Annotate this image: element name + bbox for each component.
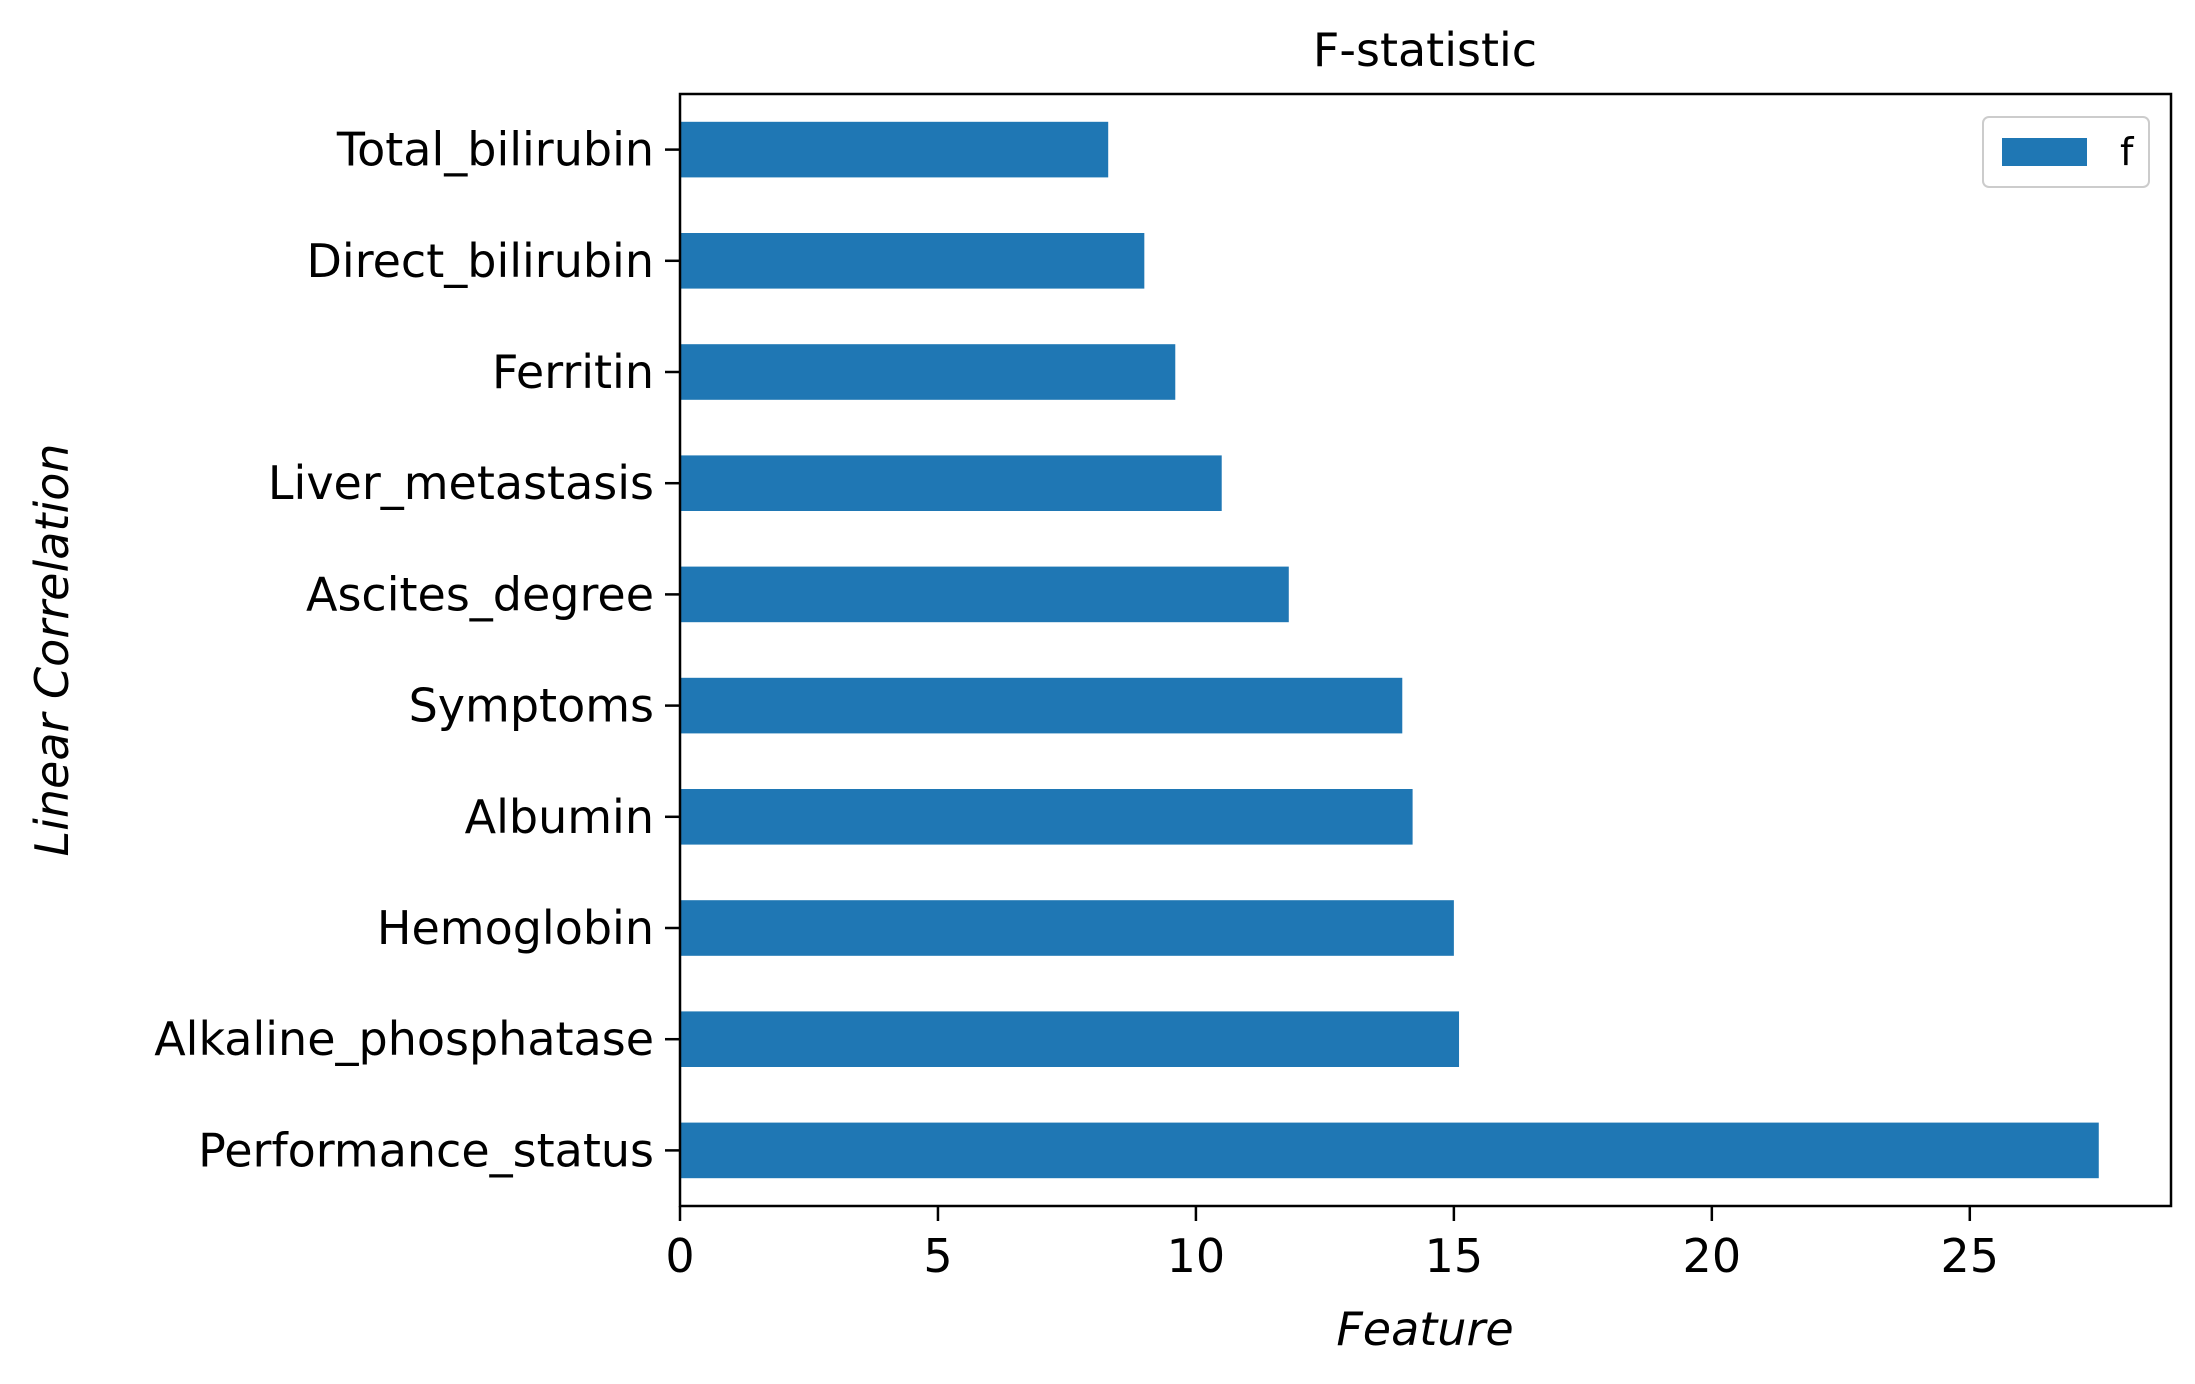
bar	[680, 1011, 1460, 1067]
y-tick-label: Hemoglobin	[377, 901, 654, 955]
bar	[680, 344, 1176, 400]
bar-group	[680, 121, 2099, 1179]
y-axis-ticks: Performance_status Alkaline_phosphatase He…	[154, 123, 680, 1177]
y-tick-label: Albumin	[465, 790, 654, 844]
x-tick-label: 10	[1167, 1229, 1226, 1283]
x-tick-label: 20	[1683, 1229, 1742, 1283]
bar	[680, 677, 1403, 734]
y-tick-label: Ferritin	[492, 345, 654, 399]
legend: f	[1982, 116, 2150, 188]
y-tick-label: Symptoms	[409, 679, 654, 733]
y-tick-label: Ascites_degree	[306, 567, 654, 621]
y-tick-label: Performance_status	[198, 1123, 654, 1177]
bar	[680, 233, 1145, 289]
x-tick-label: 25	[1941, 1229, 2000, 1283]
legend-swatch	[2002, 138, 2087, 166]
bar	[680, 1122, 2099, 1179]
chart-title: F-statistic	[1313, 23, 1537, 77]
y-axis-title: Linear Correlation	[25, 443, 79, 856]
plot-frame	[678, 92, 2173, 1208]
bar	[680, 789, 1413, 845]
legend-label: f	[2120, 130, 2135, 174]
x-axis-title: Feature	[1336, 1302, 1513, 1356]
bar	[680, 566, 1289, 623]
y-tick-label: Alkaline_phosphatase	[154, 1012, 654, 1066]
bar	[680, 455, 1222, 511]
bar	[680, 121, 1109, 178]
bar	[680, 900, 1454, 956]
x-tick-label: 15	[1425, 1229, 1484, 1283]
x-tick-label: 0	[665, 1229, 694, 1283]
x-axis-ticks: 0 5 10 15 20 25	[665, 1206, 1999, 1283]
x-tick-label: 5	[923, 1229, 952, 1283]
y-tick-label: Direct_bilirubin	[307, 234, 654, 288]
y-tick-label: Liver_metastasis	[268, 456, 654, 510]
y-tick-label: Total_bilirubin	[336, 123, 654, 177]
